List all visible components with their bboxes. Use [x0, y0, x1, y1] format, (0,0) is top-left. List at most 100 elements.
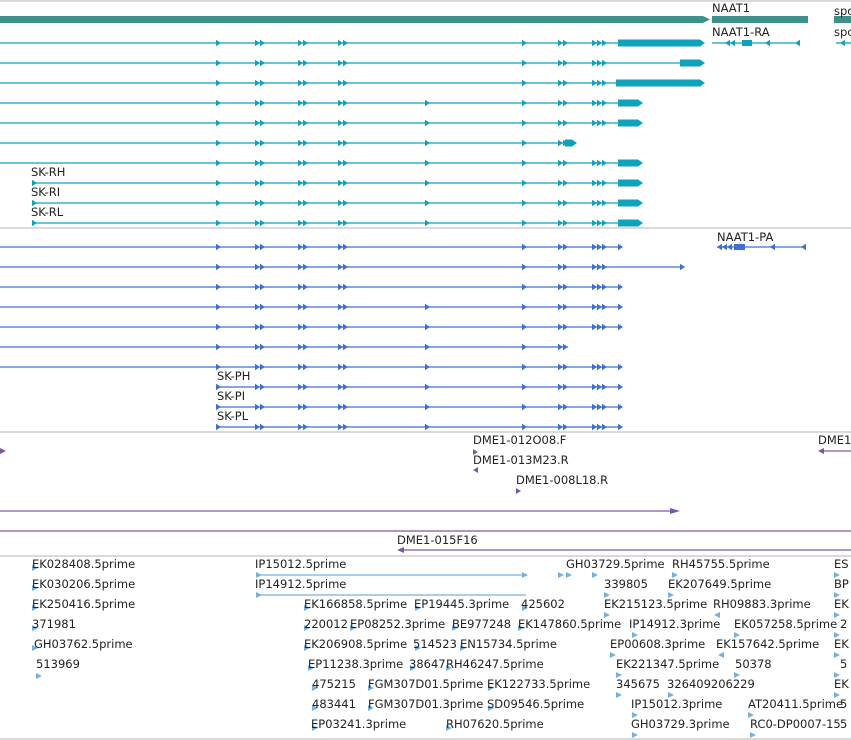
est-label[interactable]: 50378 — [735, 657, 772, 671]
transcript-label[interactable]: SK-RH — [31, 165, 65, 179]
est-marker[interactable] — [368, 705, 374, 711]
est-label[interactable]: EK206908.5prime — [304, 637, 407, 651]
est-label[interactable]: AT20411.5prime — [748, 697, 843, 711]
transcript-label[interactable]: SK-RL — [31, 205, 64, 219]
transcript-label[interactable]: SK-PH — [217, 369, 250, 383]
est-marker[interactable] — [446, 725, 452, 731]
transcript-sk-pi[interactable] — [216, 403, 623, 411]
est-marker[interactable] — [460, 645, 466, 651]
est-marker[interactable] — [256, 572, 262, 578]
est-label[interactable]: GH03729.5prime — [566, 557, 665, 571]
est-marker[interactable] — [32, 645, 38, 651]
est-label[interactable]: 513969 — [36, 657, 80, 671]
est-marker[interactable] — [522, 605, 528, 611]
est-label[interactable]: FGM307D01.3prime — [368, 697, 483, 711]
est-track[interactable]: EK028408.5prime EK030206.5prime EK250416.5… — [32, 557, 849, 738]
est-label[interactable]: 326409206229 — [667, 677, 755, 691]
transcript-sk-pc[interactable] — [0, 283, 623, 291]
est-label[interactable]: FGM307D01.5prime — [368, 677, 483, 691]
transcript-naat1-ra[interactable] — [712, 39, 800, 47]
est-label[interactable]: EK057258.5prime — [734, 617, 837, 631]
est-label[interactable]: EP00608.3prime — [610, 637, 705, 651]
est-marker[interactable] — [368, 685, 374, 691]
est-marker[interactable] — [415, 645, 421, 651]
est-marker[interactable] — [834, 632, 840, 638]
est-marker[interactable] — [256, 592, 262, 598]
est-marker[interactable] — [632, 712, 638, 718]
est-label[interactable]: 425602 — [521, 597, 565, 611]
gene-bar-naat1[interactable] — [712, 16, 808, 23]
clone-track[interactable]: DME1-012O08.F DME1-013M23.R DME1-008L18.R D… — [0, 433, 851, 553]
est-marker[interactable] — [32, 585, 38, 591]
est-label[interactable]: 483441 — [312, 697, 356, 711]
est-marker[interactable] — [632, 732, 638, 738]
est-marker[interactable] — [834, 652, 840, 658]
est-label[interactable]: RC0-DP0007-15 — [750, 717, 841, 731]
est-label[interactable]: 220012 — [304, 617, 348, 631]
transcript-sk-ph[interactable] — [216, 383, 623, 391]
est-marker[interactable] — [446, 665, 452, 671]
est-label[interactable]: GH03762.5prime — [34, 637, 133, 651]
est-marker[interactable] — [410, 665, 416, 671]
est-label[interactable]: IP15012.5prime — [255, 557, 346, 571]
est-marker[interactable] — [32, 565, 38, 571]
gene-label[interactable]: NAAT1 — [712, 1, 750, 15]
est-marker[interactable] — [32, 625, 38, 631]
transcript-label[interactable]: SK-RI — [31, 185, 60, 199]
est-label[interactable]: EP08252.3prime — [350, 617, 445, 631]
transcript-spc[interactable] — [836, 39, 851, 47]
est-label[interactable]: 339805 — [604, 577, 648, 591]
est-marker[interactable] — [834, 672, 840, 678]
est-label[interactable]: EK157642.5prime — [716, 637, 819, 651]
gene-label[interactable]: spc — [834, 4, 851, 18]
est-label[interactable]: RH46247.5prime — [446, 657, 544, 671]
est-label[interactable]: EP03241.3prime — [311, 717, 406, 731]
clone-label[interactable]: DME1-012O08.F — [473, 433, 566, 447]
est-marker[interactable] — [834, 612, 840, 618]
est-marker[interactable] — [610, 652, 616, 658]
transcript-sk-rb[interactable] — [0, 59, 705, 67]
est-label[interactable]: EP19445.3prime — [414, 597, 509, 611]
est-label[interactable]: EK166858.5prime — [304, 597, 407, 611]
est-marker[interactable] — [668, 692, 674, 698]
ensembl-transcript-track[interactable]: NAAT1-PA SK-PH SK-PI SK-PL — [0, 230, 806, 431]
transcript-sk-pf[interactable] — [0, 343, 568, 351]
est-label[interactable]: 5 — [840, 717, 847, 731]
est-label[interactable]: EK122733.5prime — [487, 677, 590, 691]
est-label[interactable]: 345675 — [616, 677, 660, 691]
clone-label[interactable]: DME1-013M23.R — [473, 453, 569, 467]
est-label[interactable]: EN15734.5prime — [460, 637, 557, 651]
est-label[interactable]: IP15012.3prime — [631, 697, 722, 711]
est-label[interactable]: ES — [834, 557, 849, 571]
gene-bar-sk[interactable] — [0, 16, 703, 23]
est-marker[interactable] — [714, 612, 720, 618]
est-marker[interactable] — [304, 645, 310, 651]
est-label[interactable]: EK250416.5prime — [32, 597, 135, 611]
est-marker[interactable] — [672, 572, 678, 578]
est-label[interactable]: IP14912.5prime — [255, 577, 346, 591]
transcript-label[interactable]: NAAT1-PA — [717, 230, 773, 244]
est-label[interactable]: EP11238.3prime — [308, 657, 403, 671]
est-marker[interactable] — [452, 625, 458, 631]
est-marker[interactable] — [750, 732, 756, 738]
est-label[interactable]: 38647 — [409, 657, 446, 671]
est-marker[interactable] — [32, 605, 38, 611]
est-marker[interactable] — [604, 612, 610, 618]
est-label[interactable]: 514523 — [413, 637, 457, 651]
est-label[interactable]: EK028408.5prime — [32, 557, 135, 571]
est-marker[interactable] — [668, 592, 674, 598]
est-label[interactable]: RH45755.5prime — [672, 557, 770, 571]
clone-label[interactable]: DME1-015F16 — [397, 533, 478, 547]
est-label[interactable]: SD09546.5prime — [487, 697, 584, 711]
clone-013m23[interactable] — [473, 467, 478, 473]
transcript-sk-ri[interactable] — [32, 199, 643, 207]
est-marker[interactable] — [734, 672, 740, 678]
est-label[interactable]: BE977248 — [452, 617, 511, 631]
est-marker[interactable] — [518, 625, 524, 631]
est-label[interactable]: 2 — [840, 617, 847, 631]
transcript-sk-pa[interactable] — [0, 243, 623, 251]
est-marker[interactable] — [604, 592, 610, 598]
clone-label[interactable]: DME1 — [818, 433, 851, 447]
est-marker[interactable] — [415, 605, 421, 611]
transcript-sk-rg[interactable] — [0, 159, 643, 167]
